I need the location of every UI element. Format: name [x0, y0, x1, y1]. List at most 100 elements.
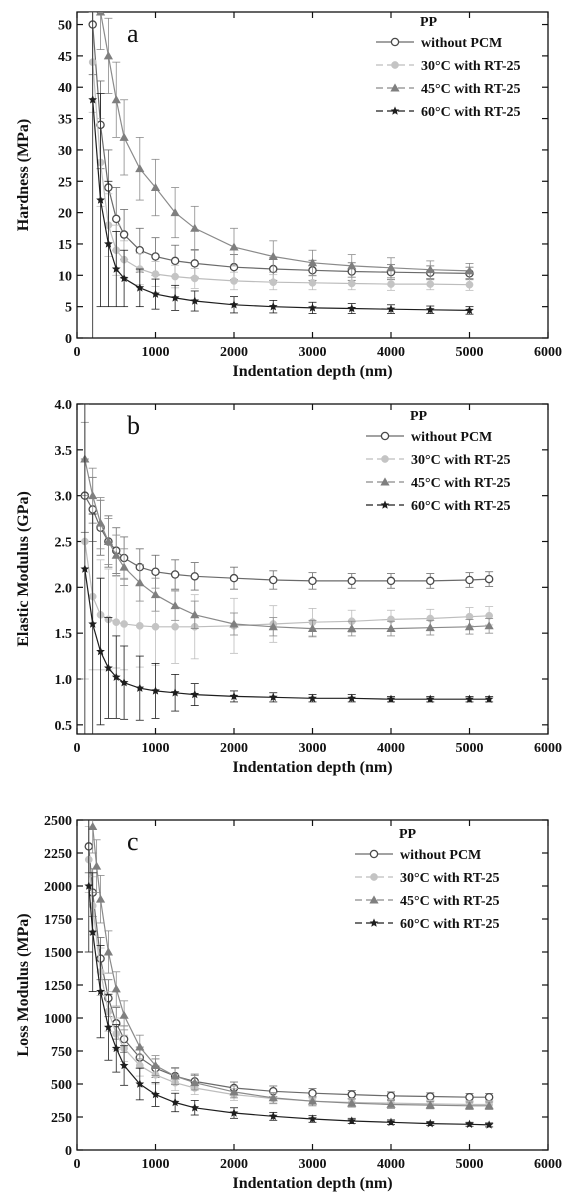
series-1	[88, 12, 474, 281]
data-point	[119, 132, 129, 141]
legend-marker	[381, 455, 389, 463]
legend-label: without PCM	[400, 848, 481, 863]
data-point	[308, 278, 317, 287]
series-line	[92, 99, 470, 311]
data-point	[135, 1042, 145, 1051]
legend-marker	[380, 431, 390, 441]
data-point	[386, 576, 396, 586]
x-tick-label: 6000	[534, 345, 562, 360]
data-point	[170, 570, 180, 579]
data-point	[190, 610, 200, 619]
data-point	[465, 280, 474, 289]
data-point	[268, 622, 278, 631]
data-point	[386, 1091, 396, 1101]
y-tick-label: 500	[51, 1078, 72, 1093]
data-point	[347, 576, 356, 586]
data-point	[95, 12, 106, 16]
data-point	[120, 620, 128, 628]
data-point	[347, 279, 356, 288]
data-point	[386, 694, 396, 703]
x-tick-label: 4000	[377, 741, 405, 756]
legend-title: PP	[410, 409, 428, 424]
x-tick-label: 4000	[377, 345, 405, 360]
x-tick-label: 1000	[142, 1157, 170, 1172]
data-point	[190, 572, 199, 581]
x-axis-title: Indentation depth (nm)	[232, 363, 392, 380]
data-point	[386, 1117, 396, 1126]
y-tick-label: 2250	[44, 847, 72, 862]
data-point	[151, 567, 160, 577]
data-point	[229, 1087, 239, 1096]
series-2	[88, 12, 474, 291]
x-tick-label: 6000	[534, 741, 562, 756]
data-point	[103, 536, 113, 545]
x-tick-label: 2000	[220, 741, 248, 756]
legend-label: 45°C with RT-25	[411, 476, 511, 491]
x-tick-label: 1000	[142, 345, 170, 360]
data-point	[135, 164, 145, 173]
data-point	[151, 270, 160, 278]
x-tick-label: 5000	[456, 345, 484, 360]
data-point	[111, 1043, 121, 1053]
data-point	[135, 1079, 145, 1088]
data-point	[484, 1120, 494, 1129]
data-point	[347, 1098, 357, 1107]
data-point	[170, 256, 180, 266]
data-point	[229, 242, 239, 251]
legend-label: 60°C with RT-25	[421, 105, 521, 120]
x-tick-label: 1000	[142, 741, 170, 756]
data-point	[80, 564, 90, 573]
data-point	[119, 562, 129, 571]
data-point	[96, 646, 105, 656]
x-tick-label: 5000	[456, 741, 484, 756]
data-point	[151, 622, 160, 631]
data-point	[135, 283, 145, 292]
data-point	[95, 518, 106, 527]
data-point	[88, 619, 98, 628]
y-tick-label: 2500	[44, 814, 72, 829]
data-point	[171, 272, 179, 281]
data-point	[484, 621, 494, 630]
data-point	[268, 1093, 278, 1102]
data-point	[135, 683, 145, 692]
legend-label: 45°C with RT-25	[400, 894, 500, 909]
legend-marker	[390, 106, 400, 115]
data-point	[171, 622, 179, 631]
legend: PP without PCM 30°C with RT-25 45°C with RT…	[366, 409, 511, 514]
panel-letter: c	[127, 827, 139, 856]
data-point	[347, 693, 357, 702]
series-line	[84, 458, 490, 630]
data-point	[229, 300, 239, 309]
y-tick-label: 10	[58, 269, 72, 284]
x-tick-label: 2000	[220, 1157, 248, 1172]
panel-letter: b	[127, 411, 140, 440]
series-2	[80, 404, 494, 680]
data-point	[119, 1060, 129, 1070]
y-tick-label: 30	[58, 144, 72, 159]
y-tick-label: 0.5	[55, 719, 73, 734]
y-tick-label: 15	[58, 238, 72, 253]
data-point	[151, 686, 160, 695]
data-point	[119, 230, 129, 239]
data-point	[119, 273, 129, 283]
data-point	[112, 214, 121, 224]
data-point	[88, 927, 98, 936]
data-point	[425, 694, 435, 703]
y-tick-label: 3.5	[55, 444, 73, 459]
data-point	[103, 947, 113, 956]
data-point	[111, 550, 121, 559]
legend-marker	[391, 61, 399, 69]
legend-marker	[390, 37, 400, 47]
data-point	[96, 195, 105, 204]
legend-label: 60°C with RT-25	[400, 917, 500, 932]
x-tick-label: 3000	[299, 741, 327, 756]
data-point	[190, 1103, 200, 1112]
series-4	[84, 820, 494, 1129]
data-point	[170, 293, 180, 302]
y-tick-label: 0	[65, 332, 72, 347]
y-tick-label: 1000	[44, 1012, 72, 1027]
data-point	[88, 822, 98, 831]
series-3	[88, 820, 494, 1110]
data-point	[386, 263, 396, 272]
series-3	[95, 12, 475, 279]
